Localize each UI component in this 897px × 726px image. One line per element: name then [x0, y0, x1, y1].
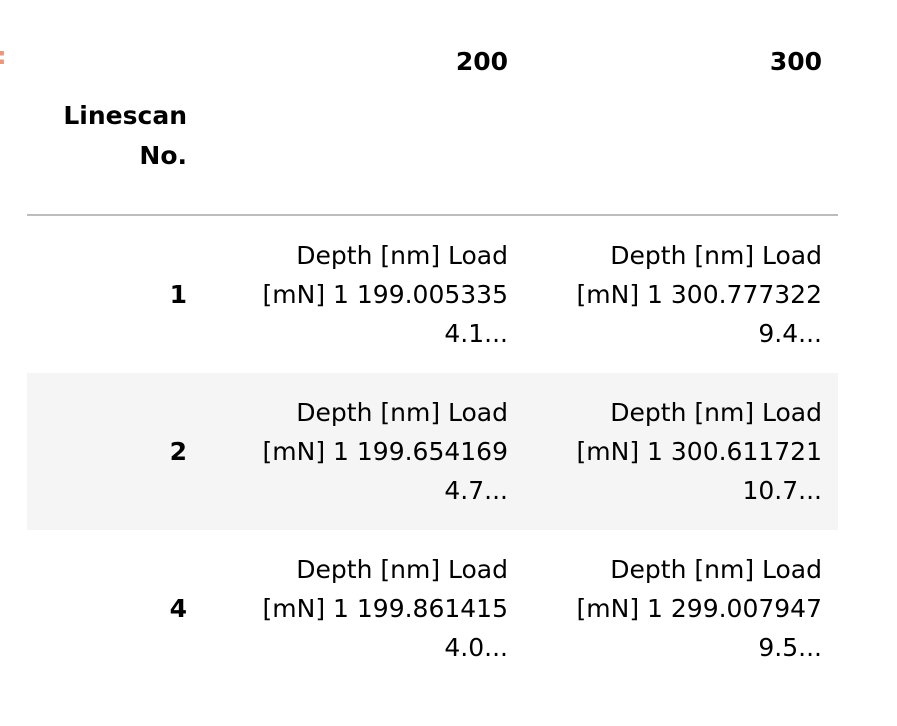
column-header-row: 200 300	[27, 28, 838, 94]
row-index: 4	[169, 594, 187, 623]
table-row: 1 Depth [nm] Load [mN] 1 199.005335 4.1.…	[27, 215, 838, 373]
table-cell: Depth [nm] Load [mN] 1 299.007947 9.5...	[576, 555, 822, 662]
output-prompt-marker: :	[0, 44, 7, 68]
table-row: 4 Depth [nm] Load [mN] 1 199.861415 4.0.…	[27, 530, 838, 687]
index-name-row: Linescan No.	[27, 94, 838, 216]
table-row: 2 Depth [nm] Load [mN] 1 199.654169 4.7.…	[27, 373, 838, 530]
corner-header-cell	[27, 28, 203, 94]
column-header: 200	[455, 46, 508, 76]
row-index: 1	[169, 280, 187, 309]
table-cell: Depth [nm] Load [mN] 1 199.861415 4.0...	[262, 555, 508, 662]
dataframe-table: 200 300 Linescan No. 1 Depth [nm] Load […	[27, 28, 838, 687]
table-cell: Depth [nm] Load [mN] 1 300.777322 9.4...	[576, 241, 822, 348]
table-cell: Depth [nm] Load [mN] 1 300.611721 10.7..…	[576, 398, 822, 505]
table-cell: Depth [nm] Load [mN] 1 199.005335 4.1...	[262, 241, 508, 348]
index-name-header: Linescan No.	[27, 94, 203, 216]
table-cell: Depth [nm] Load [mN] 1 199.654169 4.7...	[262, 398, 508, 505]
column-header: 300	[769, 46, 822, 76]
row-index: 2	[169, 437, 187, 466]
